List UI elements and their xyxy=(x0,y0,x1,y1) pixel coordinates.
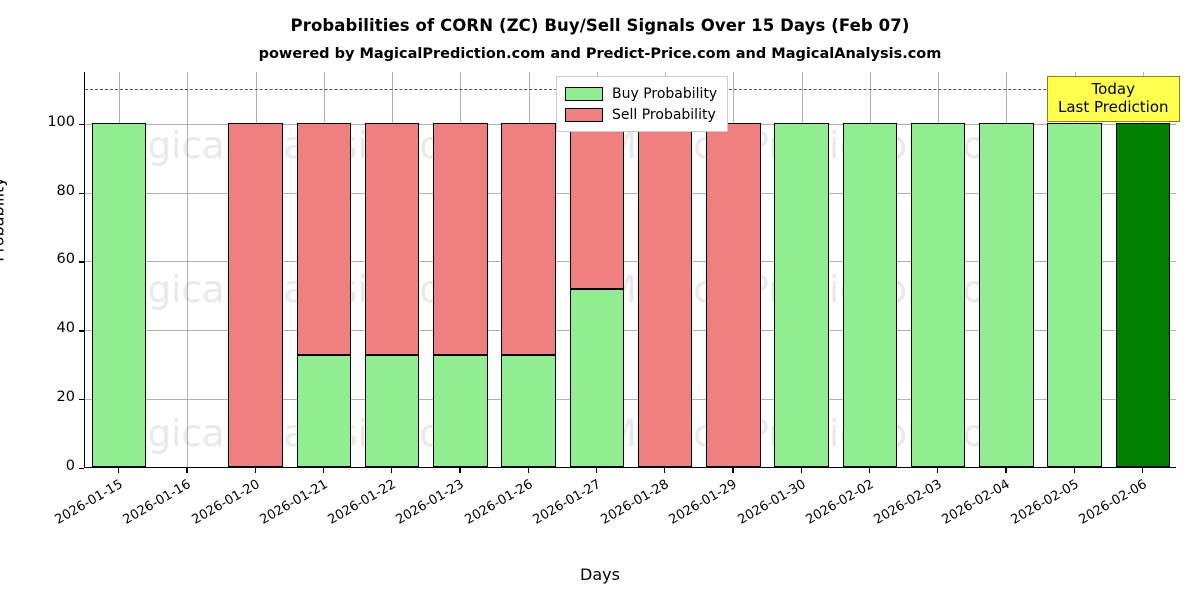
bar-segment-buy[interactable] xyxy=(296,355,352,467)
x-tick-mark xyxy=(118,468,120,473)
bar-group[interactable] xyxy=(91,72,147,467)
bar-segment-buy[interactable] xyxy=(910,122,966,467)
watermark-text: MagicalAnalysis.com xyxy=(93,124,478,167)
y-gridline xyxy=(85,261,1176,263)
y-tick-label: 100 xyxy=(47,113,75,130)
x-tick-mark xyxy=(186,468,188,473)
x-tick-mark xyxy=(1005,468,1007,473)
sell-color-swatch xyxy=(565,107,603,122)
bar-group[interactable] xyxy=(979,72,1034,467)
x-tick-mark xyxy=(254,468,256,473)
bar-group[interactable] xyxy=(364,72,420,467)
bar-group[interactable] xyxy=(501,72,556,467)
legend-label-sell: Sell Probability xyxy=(612,106,716,123)
bar-segment-today[interactable] xyxy=(1115,122,1171,467)
bar-segment-buy[interactable] xyxy=(364,355,420,467)
x-tick-mark xyxy=(732,468,734,473)
x-tick-mark xyxy=(868,468,871,473)
bar-segment-buy[interactable] xyxy=(979,122,1034,467)
chart-legend: Buy Probability Sell Probability xyxy=(556,76,729,132)
bar-segment-sell[interactable] xyxy=(569,122,625,290)
legend-label-buy: Buy Probability xyxy=(612,85,718,102)
y-tick-label: 20 xyxy=(56,389,75,406)
y-tick-label: 40 xyxy=(56,320,75,337)
bar-segment-sell[interactable] xyxy=(637,122,693,467)
bar-segment-buy[interactable] xyxy=(433,355,488,467)
bar-segment-buy[interactable] xyxy=(842,122,898,467)
bar-segment-buy[interactable] xyxy=(774,122,829,467)
buy-color-swatch xyxy=(565,86,603,101)
bar-segment-buy[interactable] xyxy=(1047,122,1102,467)
y-axis-label: Probability xyxy=(0,177,8,262)
today-annotation-line2: Last Prediction xyxy=(1058,97,1169,116)
bar-group[interactable] xyxy=(228,72,283,467)
x-axis-label: Days xyxy=(580,565,620,584)
bar-group[interactable] xyxy=(1047,72,1102,467)
y-tick-mark xyxy=(79,123,84,125)
y-tick-mark xyxy=(79,330,84,332)
bar-segment-sell[interactable] xyxy=(364,122,420,356)
bar-group[interactable] xyxy=(910,72,966,467)
bar-segment-sell[interactable] xyxy=(433,122,488,356)
bar-group[interactable] xyxy=(706,72,761,467)
y-tick-mark xyxy=(79,399,84,401)
bar-group[interactable] xyxy=(160,72,215,467)
today-annotation-line1: Today xyxy=(1091,80,1135,98)
y-tick-label: 80 xyxy=(56,182,75,199)
x-tick-mark xyxy=(459,468,461,473)
bar-segment-buy[interactable] xyxy=(501,355,556,467)
x-tick-mark xyxy=(527,468,529,473)
y-gridline xyxy=(85,192,1176,194)
bar-segment-sell[interactable] xyxy=(296,122,352,356)
y-tick-mark xyxy=(79,468,84,470)
bar-group[interactable] xyxy=(569,72,625,467)
watermark-text: MagicalAnalysis.com xyxy=(93,412,478,455)
x-tick-mark xyxy=(1073,468,1075,473)
bar-group[interactable] xyxy=(296,72,352,467)
x-gridline xyxy=(187,72,189,467)
page-title: Probabilities of CORN (ZC) Buy/Sell Sign… xyxy=(290,16,910,35)
bar-segment-buy[interactable] xyxy=(91,122,147,467)
watermark-text: MagicalAnalysis.com xyxy=(93,268,478,311)
y-tick-mark xyxy=(79,192,84,194)
bar-group[interactable] xyxy=(842,72,898,467)
legend-item-buy: Buy Probability xyxy=(565,83,717,104)
y-tick-label: 0 xyxy=(65,458,75,474)
x-tick-mark xyxy=(937,468,939,473)
bar-segment-sell[interactable] xyxy=(501,122,556,356)
x-tick-mark xyxy=(1141,468,1144,473)
y-gridline xyxy=(85,330,1176,332)
bar-segment-buy[interactable] xyxy=(569,289,625,467)
y-tick-mark xyxy=(79,261,84,263)
x-tick-mark xyxy=(800,468,802,473)
bar-group[interactable] xyxy=(774,72,829,467)
bar-segment-sell[interactable] xyxy=(228,122,283,467)
bar-group[interactable] xyxy=(1115,72,1171,467)
x-tick-mark xyxy=(322,468,325,473)
x-tick-mark xyxy=(664,468,666,473)
bar-group[interactable] xyxy=(637,72,693,467)
x-tick-mark xyxy=(595,468,598,473)
y-tick-label: 60 xyxy=(56,251,75,268)
bar-group[interactable] xyxy=(433,72,488,467)
today-annotation: Today Last Prediction xyxy=(1047,76,1180,123)
x-tick-mark xyxy=(391,468,393,473)
legend-item-sell: Sell Probability xyxy=(565,104,717,125)
bar-segment-sell[interactable] xyxy=(706,122,761,467)
chart-subtitle: powered by MagicalPrediction.com and Pre… xyxy=(258,46,942,62)
y-gridline xyxy=(85,399,1176,401)
